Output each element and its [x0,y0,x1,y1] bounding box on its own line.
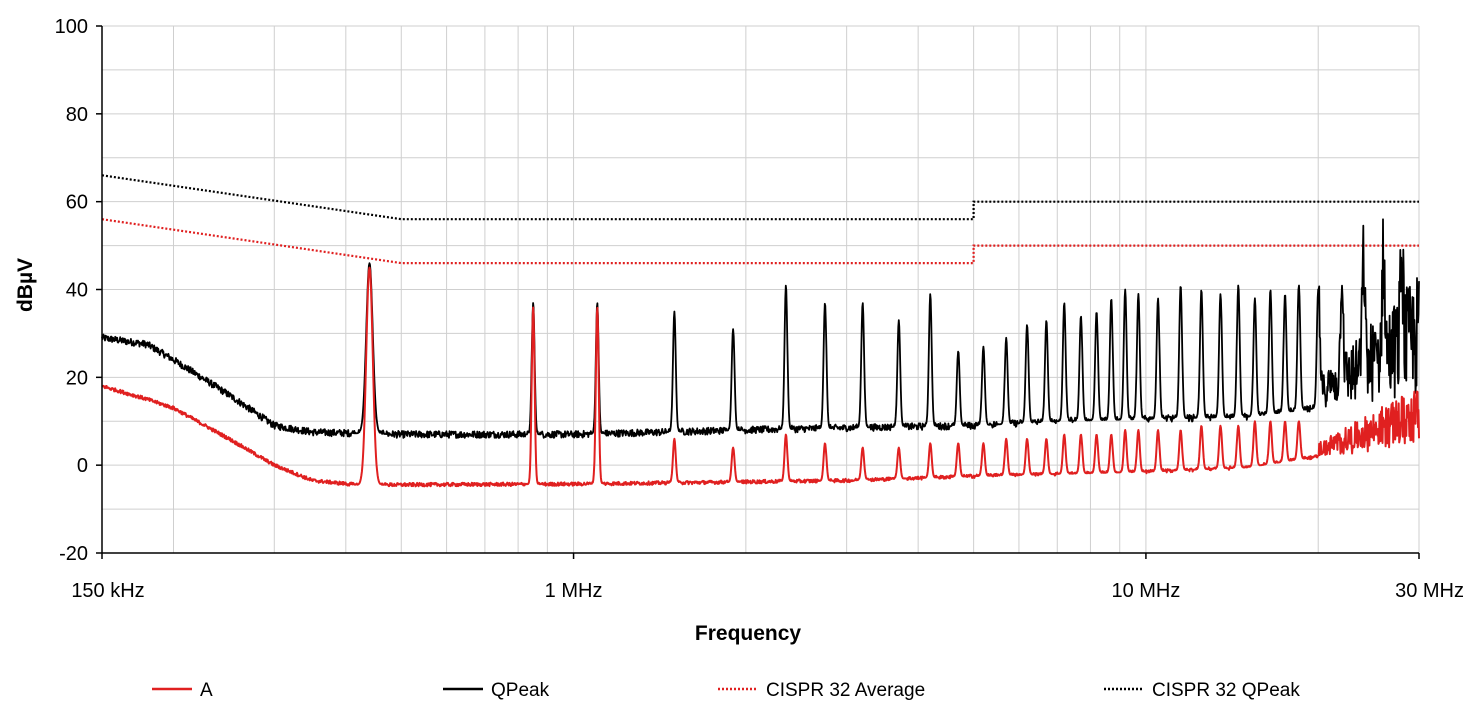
series-cispr32-average [101,218,1419,265]
series-layer [101,174,1420,488]
series-a [101,266,1420,488]
x-tick-label: 10 MHz [1111,580,1180,602]
legend-label: CISPR 32 QPeak [1152,680,1300,701]
y-tick-label: 40 [66,280,88,302]
y-tick-label: 100 [55,16,88,38]
y-axis-title: dBµV [14,258,37,312]
legend-label: QPeak [491,680,550,701]
legend-item: A [152,680,213,701]
legend-item: CISPR 32 Average [718,680,925,701]
x-tick-label: 1 MHz [545,580,603,602]
y-tick-label: -20 [59,543,88,565]
y-tick-label: 60 [66,192,88,214]
series-cispr32-qpeak [101,174,1419,221]
axes: -20 0 20 40 60 80 100 150 kHz 1 MHz 10 MHz 30 MHz [55,16,1464,602]
legend-label: A [200,680,213,701]
legend: A QPeak CISPR 32 Average CISPR 32 QPeak [152,680,1300,701]
y-tick-label: 0 [77,455,88,477]
grid [102,25,1420,554]
x-axis-title: Frequency [695,622,802,645]
legend-item: QPeak [443,680,550,701]
x-tick-label: 150 kHz [71,580,144,602]
x-tick-label: 30 MHz [1395,580,1464,602]
series-qpeak [101,218,1420,439]
y-tick-label: 20 [66,367,88,389]
y-tick-label: 80 [66,104,88,126]
legend-label: CISPR 32 Average [766,680,925,701]
legend-item: CISPR 32 QPeak [1104,680,1300,701]
